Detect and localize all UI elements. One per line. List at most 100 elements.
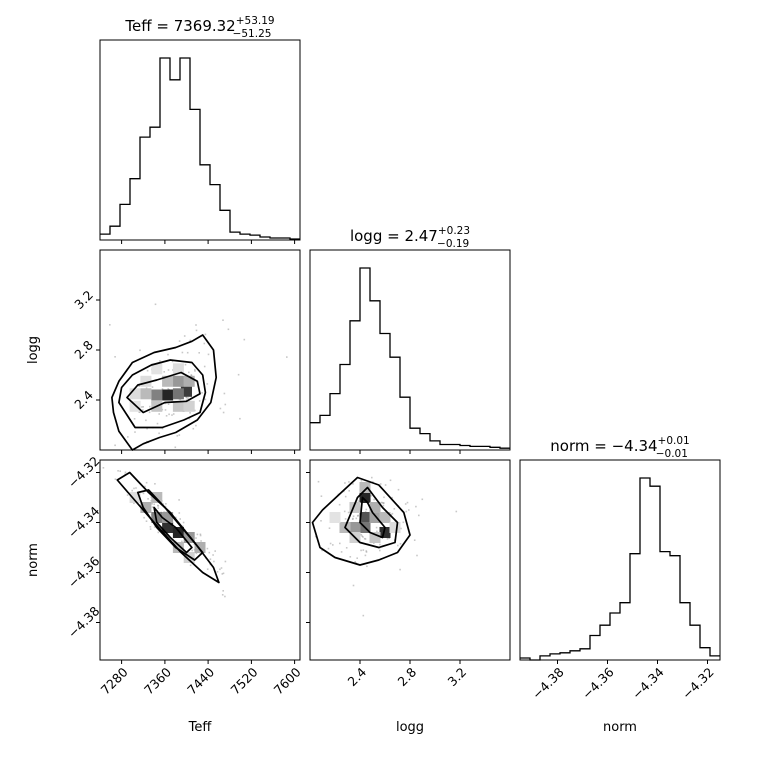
scatter-point [161,427,164,430]
scatter-point [384,484,387,486]
density-cell [151,492,163,503]
scatter-point [154,483,156,485]
scatter-point [393,508,396,510]
scatter-point [345,547,348,549]
scatter-point [143,516,145,519]
panel-frame [99,459,301,661]
contour-line [116,471,220,584]
scatter-point [243,338,246,341]
scatter-point [206,568,209,570]
y-tick-label: 2.8 [71,337,96,362]
scatter-point [178,499,180,501]
scatter-point [209,558,212,560]
density-cell [172,542,184,553]
scatter-point [389,479,392,482]
scatter-point [183,335,186,337]
scatter-point [455,510,458,513]
scatter-point [195,329,198,332]
scatter-point [153,526,156,528]
scatter-point [163,371,165,373]
density-cell [389,522,401,533]
scatter-point [354,561,356,563]
scatter-point [362,549,365,551]
density-cell [162,389,174,401]
density-cell [151,512,163,523]
scatter-point [126,494,129,496]
scatter-point [199,533,202,536]
density-cell [140,375,152,387]
scatter-point [158,432,160,435]
contour-line [126,371,201,414]
scatter-point [153,503,155,506]
scatter-point [178,340,181,342]
density-cell [172,363,184,375]
scatter-point [189,412,191,414]
density-cell [194,542,206,553]
x-tick-label: 7280 [98,664,131,697]
panel-frame [519,459,721,661]
density-cell [349,522,361,533]
scatter-point [182,521,185,524]
scatter-point [119,470,121,472]
scatter-point [227,328,230,331]
scatter-point [159,360,161,362]
scatter-point [224,595,226,598]
scatter-point [338,503,341,506]
scatter-point [204,333,207,336]
scatter-point [221,573,224,575]
density-cell [183,552,195,563]
scatter-point [175,516,177,519]
scatter-point [360,479,363,482]
scatter-point [344,518,347,520]
scatter-point [224,560,227,563]
scatter-point [386,538,389,540]
scatter-point [356,557,358,559]
scatter-point [161,388,164,390]
scatter-point [195,537,197,539]
scatter-point [203,342,206,345]
scatter-point [216,571,219,573]
scatter-point [193,543,196,545]
density-cell [329,512,341,523]
scatter-point [146,427,148,430]
scatter-point [146,369,149,372]
scatter-point [397,544,399,547]
scatter-point [223,392,226,395]
scatter-point [214,550,216,552]
scatter-point [373,542,375,544]
scatter-point [366,565,368,568]
scatter-point [133,418,136,420]
scatter-point [222,590,224,592]
x-tick-label: 3.2 [445,664,470,689]
density-cell [183,375,195,387]
scatter-point [144,485,146,488]
scatter-point [194,368,196,371]
x-tick-label: 7520 [227,664,260,697]
title-norm: norm = −4.34+0.01 −0.01 [550,435,689,460]
scatter-point [196,533,199,536]
scatter-point [222,572,225,575]
scatter-point [365,550,368,552]
scatter-point [200,540,202,542]
xlabel-logg: logg [396,720,424,735]
scatter-point [399,543,402,545]
scatter-point [194,409,196,412]
scatter-point [145,520,148,522]
scatter-point [164,402,167,405]
scatter-point [332,544,334,546]
scatter-point [184,363,187,366]
scatter-point [189,339,192,342]
scatter-point [140,406,143,408]
scatter-point [379,543,381,546]
scatter-point [131,489,133,492]
title-teff: Teff = 7369.32+53.19 −51.25 [124,15,274,40]
scatter-point [150,500,152,502]
scatter-point [139,349,141,352]
scatter-point [207,353,210,356]
contour-line [311,476,411,566]
density-cell [129,492,141,503]
scatter-point [327,547,330,550]
density-cell [172,527,184,538]
density-cell [172,400,184,412]
scatter-point [237,373,240,376]
